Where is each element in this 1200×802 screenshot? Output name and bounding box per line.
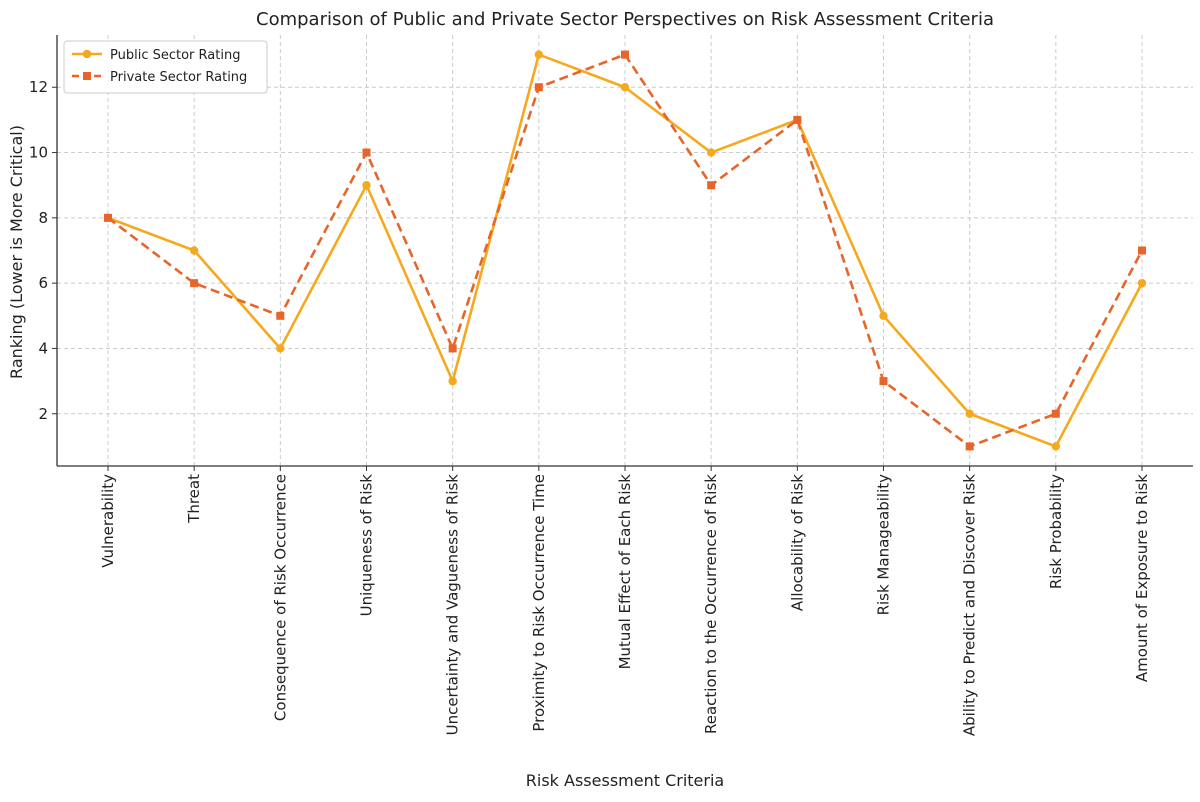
data-point-public [189, 246, 199, 255]
legend-label: Private Sector Rating [110, 70, 247, 85]
data-point-private [965, 442, 974, 451]
x-tick-label: Vulnerability [99, 474, 117, 568]
y-tick-label: 8 [38, 209, 48, 227]
data-point-public [448, 376, 457, 386]
y-tick-label: 10 [29, 144, 48, 162]
data-point-public [706, 148, 716, 157]
data-point-public [965, 409, 974, 418]
data-point-public [362, 180, 371, 190]
x-tick-label: Amount of Exposure to Risk [1133, 474, 1151, 682]
y-tick-label: 12 [29, 78, 48, 96]
x-ticks: Vulnerability Threat Consequence of Risk O… [99, 466, 1151, 736]
data-point-private [534, 83, 543, 92]
legend-label: Public Sector Rating [110, 48, 240, 63]
x-axis-label: Risk Assessment Criteria [526, 771, 724, 790]
data-point-private [190, 279, 199, 288]
legend-marker-private [83, 72, 91, 80]
y-axis-label: Ranking (Lower is More Critical) [7, 125, 26, 379]
x-tick-label: Threat [185, 474, 203, 524]
y-tick-label: 4 [38, 339, 48, 357]
legend: Public Sector Rating Private Sector Ratin… [63, 40, 268, 94]
data-point-private [793, 115, 802, 124]
grid-lines [57, 35, 1193, 466]
x-tick-label: Ability to Predict and Discover Risk [961, 474, 979, 736]
x-tick-label: Allocability of Risk [788, 474, 806, 611]
y-ticks: 2 4 6 8 10 12 [29, 78, 57, 423]
chart-title: Comparison of Public and Private Sector … [256, 9, 994, 30]
x-tick-label: Uncertainty and Vagueness of Risk [444, 474, 462, 736]
data-point-private [1051, 409, 1060, 418]
x-tick-label: Uniqueness of Risk [358, 474, 376, 617]
x-tick-label: Risk Manageability [875, 474, 893, 616]
x-tick-label: Mutual Effect of Each Risk [616, 474, 634, 670]
legend-marker-public [82, 49, 92, 59]
data-point-public [879, 311, 888, 321]
data-point-public [620, 83, 630, 92]
data-point-public [1051, 442, 1061, 451]
x-tick-label: Consequence of Risk Occurrence [271, 474, 289, 721]
legend-box [63, 40, 268, 94]
data-point-private [707, 181, 716, 190]
x-tick-label: Risk Probability [1047, 474, 1065, 589]
x-tick-label: Proximity to Risk Occurrence Time [530, 474, 548, 732]
x-tick-label: Reaction to the Occurrence of Risk [702, 474, 720, 734]
data-point-public [276, 344, 285, 353]
data-point-private [448, 344, 457, 353]
data-point-private [276, 311, 285, 320]
series-lines [103, 50, 1147, 451]
data-point-private [621, 50, 629, 59]
y-tick-label: 2 [38, 405, 48, 423]
data-point-private [104, 213, 112, 222]
data-point-private [1138, 246, 1146, 255]
data-point-public [1137, 278, 1147, 288]
data-point-private [879, 377, 888, 386]
data-point-private [362, 148, 371, 157]
y-tick-label: 6 [38, 274, 48, 292]
data-point-public [534, 50, 544, 59]
